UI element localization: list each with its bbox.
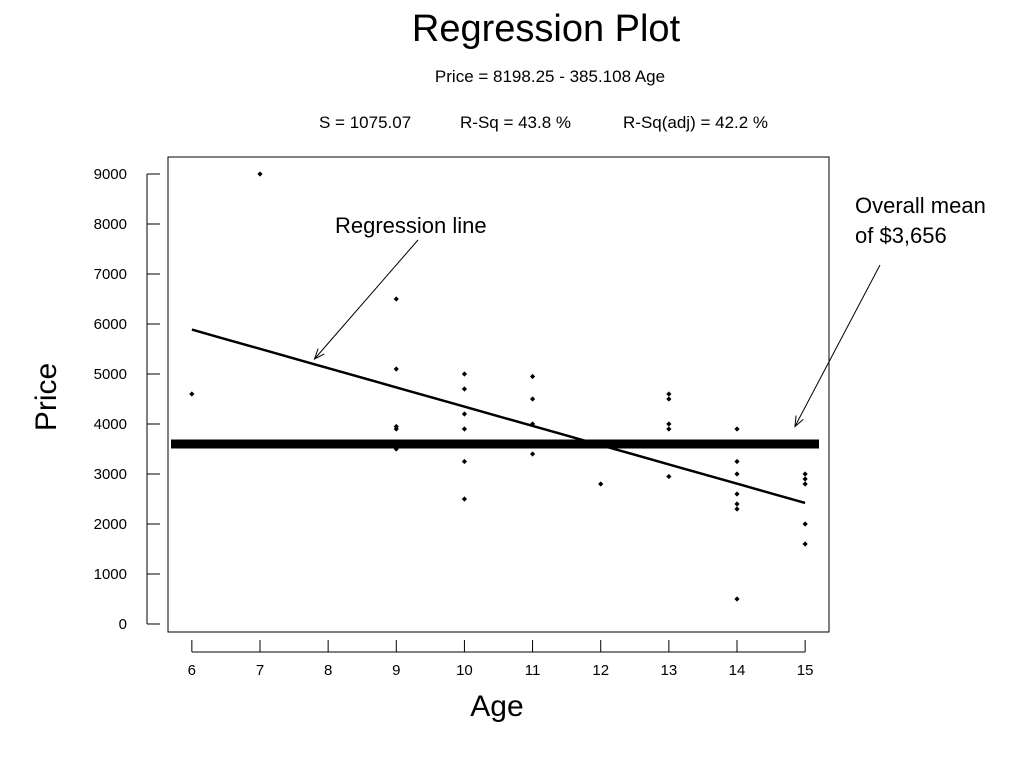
data-point (802, 476, 808, 482)
y-tick-label: 9000 (94, 166, 127, 183)
regression-line (191, 328, 806, 505)
data-point (802, 481, 808, 487)
x-tick-label: 15 (797, 662, 814, 679)
data-point (461, 371, 468, 377)
x-tick-label: 11 (525, 662, 541, 679)
chart-title: Regression Plot (411, 8, 681, 50)
data-point (393, 426, 399, 432)
data-point (666, 396, 672, 402)
data-point (461, 496, 468, 502)
y-tick-label: 4000 (94, 416, 127, 433)
data-point (734, 506, 740, 512)
data-point (734, 426, 740, 432)
plot-frame (167, 156, 830, 633)
mean-annotation-arrow (794, 264, 881, 427)
data-point (257, 171, 263, 177)
data-point (189, 391, 195, 397)
data-point (393, 366, 399, 372)
x-tick-label: 7 (256, 662, 264, 679)
y-tick-label: 6000 (94, 316, 127, 333)
data-point (461, 426, 468, 432)
y-axis-label: Price (30, 363, 63, 431)
stat-rsq: R-Sq = 43.8 % (460, 113, 572, 132)
x-tick-label: 12 (592, 662, 609, 679)
data-point (529, 421, 536, 427)
x-tick-label: 6 (188, 662, 196, 679)
data-point (598, 481, 604, 487)
data-point (666, 426, 672, 432)
y-tick-label: 3000 (94, 466, 127, 483)
overall-mean-annotation-line2: of $3,656 (855, 223, 947, 248)
data-point (393, 446, 399, 452)
marks-group (171, 171, 881, 602)
y-tick-label: 0 (119, 616, 127, 633)
y-tick-label: 2000 (94, 516, 127, 533)
y-tick-label: 8000 (94, 216, 127, 233)
data-point (529, 451, 536, 457)
regression-line-annotation: Regression line (335, 213, 487, 238)
data-point (666, 391, 672, 397)
regression-annotation-arrow-head (313, 348, 325, 361)
x-tick-label: 13 (661, 662, 678, 679)
data-point (461, 458, 468, 465)
overall-mean-annotation-line1: Overall mean (855, 193, 986, 218)
x-axis-label: Age (470, 690, 523, 723)
data-point (734, 491, 740, 497)
data-point (461, 386, 468, 392)
data-point (529, 373, 536, 380)
y-tick-label: 1000 (94, 566, 127, 583)
x-tick-label: 8 (324, 662, 332, 679)
data-point (734, 458, 740, 465)
data-point (802, 521, 808, 527)
mean-annotation-arrow-head (794, 415, 804, 428)
data-point (734, 471, 740, 477)
stat-rsq-adj: R-Sq(adj) = 42.2 % (623, 113, 769, 132)
y-tick-label: 5000 (94, 366, 127, 383)
x-tick-label: 9 (392, 662, 400, 679)
data-point (529, 396, 536, 402)
data-point (802, 541, 808, 547)
data-point (393, 296, 399, 302)
data-point (461, 411, 468, 417)
data-point (734, 596, 740, 602)
data-point (666, 421, 672, 427)
stat-s: S = 1075.07 (319, 113, 412, 132)
x-tick-label: 14 (729, 662, 746, 679)
regression-annotation-arrow (314, 239, 419, 360)
data-point (802, 471, 808, 477)
x-tick-label: 10 (456, 662, 473, 679)
y-tick-label: 7000 (94, 266, 127, 283)
data-point (666, 473, 672, 480)
regression-equation: Price = 8198.25 - 385.108 Age (434, 67, 666, 86)
axes-group: 0 1000 2000 3000 4000 5000 6000 7000 8000 9000 6 7 8… (94, 156, 830, 679)
data-point (734, 501, 740, 507)
